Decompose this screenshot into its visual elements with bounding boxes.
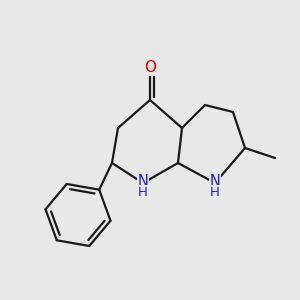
Text: O: O [144,61,156,76]
Text: N: N [210,173,220,188]
Text: H: H [138,185,148,199]
Text: N: N [138,173,148,188]
Text: H: H [210,185,220,199]
